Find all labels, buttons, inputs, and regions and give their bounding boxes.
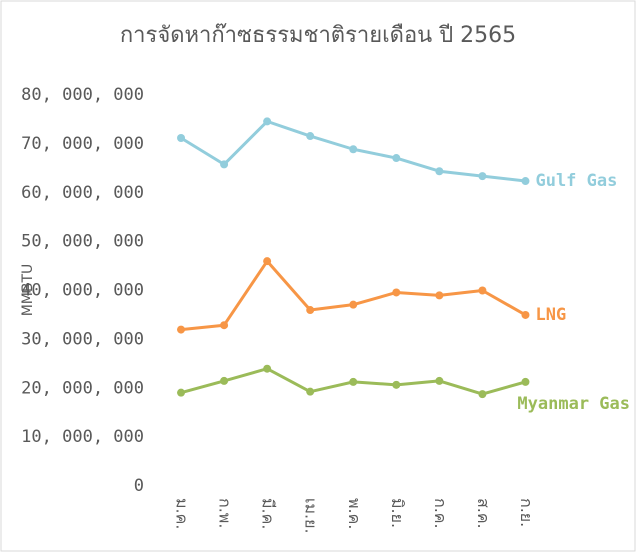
series-label: Gulf Gas — [535, 171, 617, 191]
x-tick-label: พ.ค. — [345, 498, 364, 529]
x-tick-label: ม.ค. — [173, 498, 192, 529]
x-tick-label: ก.พ. — [216, 498, 235, 528]
data-point — [435, 291, 444, 300]
y-tick-label: 40, 000, 000 — [21, 281, 144, 301]
data-point — [306, 306, 315, 315]
x-tick-label: ก.ค. — [431, 498, 450, 529]
data-point — [306, 387, 315, 396]
data-point — [478, 390, 487, 399]
data-point — [349, 145, 358, 154]
data-point — [435, 376, 444, 385]
series-label: LNG — [535, 305, 566, 325]
data-point — [349, 300, 358, 309]
y-tick-label: 70, 000, 000 — [21, 134, 144, 154]
y-tick-label: 30, 000, 000 — [21, 329, 144, 349]
x-tick-label: มิ.ย. — [388, 498, 407, 528]
data-point — [263, 257, 272, 266]
data-point — [435, 167, 444, 176]
data-point — [521, 177, 530, 186]
data-point — [177, 325, 186, 334]
x-tick-label: เม.ย. — [302, 498, 321, 534]
data-point — [263, 364, 272, 373]
data-point — [521, 310, 530, 319]
x-tick-label: ก.ย. — [517, 498, 536, 527]
x-tick-label: มี.ค. — [259, 498, 278, 529]
data-point — [220, 160, 229, 169]
data-point — [478, 286, 487, 295]
data-point — [392, 154, 401, 163]
data-point — [392, 288, 401, 297]
data-point — [306, 132, 315, 141]
y-tick-label: 80, 000, 000 — [21, 85, 144, 105]
data-point — [521, 377, 530, 386]
data-point — [392, 380, 401, 389]
x-tick-label: ส.ค. — [474, 498, 493, 529]
y-tick-label: 0 — [134, 476, 144, 496]
data-point — [349, 377, 358, 386]
y-axis-label: MMBTU — [20, 264, 36, 317]
data-point — [177, 134, 186, 143]
y-tick-label: 50, 000, 000 — [21, 232, 144, 252]
data-point — [263, 117, 272, 126]
data-point — [220, 321, 229, 330]
y-tick-label: 60, 000, 000 — [21, 183, 144, 203]
series-label: Myanmar Gas — [517, 394, 630, 414]
y-tick-label: 10, 000, 000 — [21, 427, 144, 447]
data-point — [220, 376, 229, 385]
chart-title: การจัดหาก๊าซธรรมชาติรายเดือน ปี 2565 — [120, 23, 516, 48]
data-point — [177, 388, 186, 397]
y-tick-label: 20, 000, 000 — [21, 378, 144, 398]
data-point — [478, 172, 487, 181]
